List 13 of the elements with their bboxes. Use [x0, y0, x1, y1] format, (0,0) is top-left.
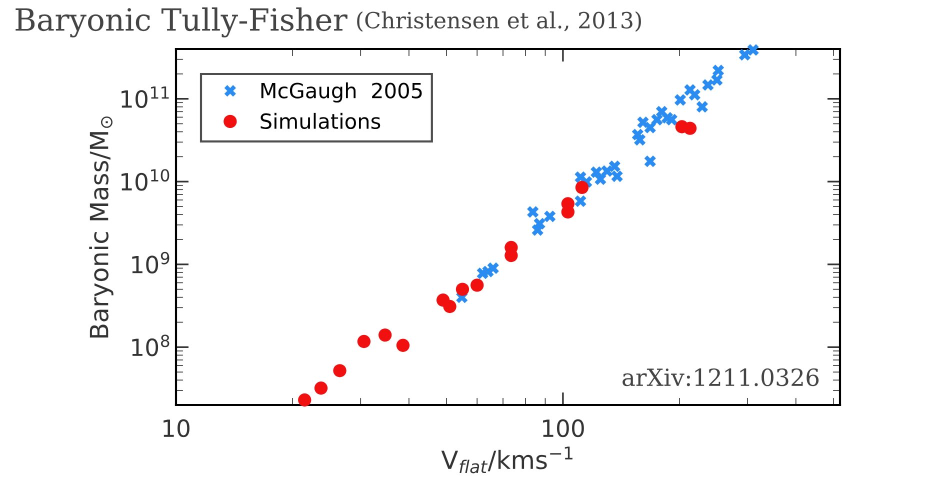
y-tick-label: 10$^{9}$ — [132, 252, 170, 274]
y-tick-label: 10$^{8}$ — [132, 334, 170, 356]
chart-title: Baryonic Tully-Fisher — [16, 7, 348, 38]
x-tick-label: 10 — [164, 419, 190, 438]
legend-label: Simulations — [260, 112, 380, 130]
chart-subtitle: (Christensen et al., 2013) — [357, 11, 641, 32]
annotation: arXiv:1211.0326 — [622, 368, 819, 386]
y-axis-title: Baryonic Mass/M$_{⊙}$ — [89, 116, 114, 338]
y-tick-label: 10$^{11}$ — [122, 86, 169, 108]
legend-label: McGaugh 2005 — [261, 82, 422, 102]
x-axis-title: V$_{flat}$/kms$^{−1}$ — [441, 446, 572, 474]
y-tick-label: 10$^{10}$ — [122, 169, 170, 191]
x-tick-label: 100 — [543, 419, 584, 438]
